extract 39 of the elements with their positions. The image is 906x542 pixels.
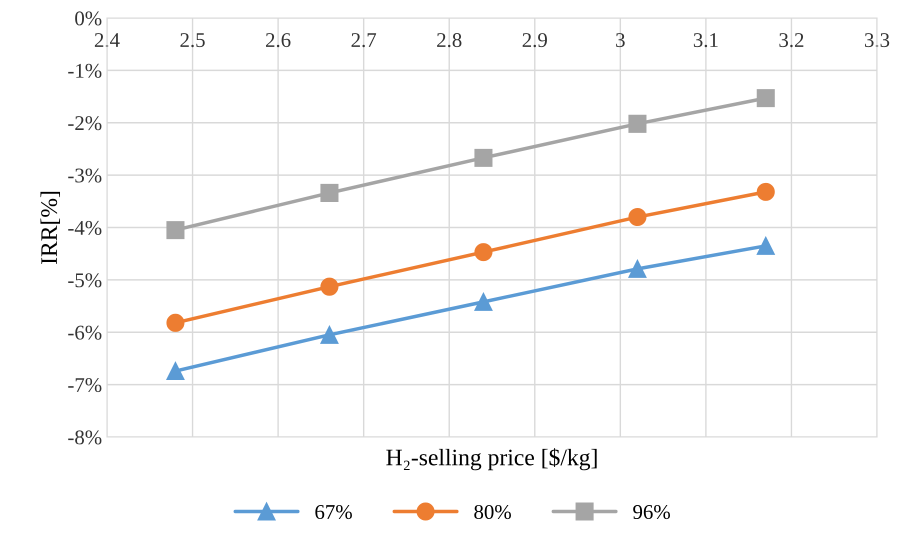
point: [474, 243, 492, 262]
y-tick-label: -1%: [68, 64, 102, 78]
x-tick-label: 2.4: [94, 33, 120, 48]
y-tick-label: 0%: [75, 11, 102, 26]
x-tick-label: 2.5: [180, 33, 205, 48]
point: [628, 114, 646, 133]
x-axis-title: H₂-selling price [$/kg]: [386, 448, 597, 470]
point: [756, 182, 775, 201]
legend-label: 96%: [633, 504, 670, 520]
y-tick-label: -5%: [68, 273, 102, 288]
point: [628, 260, 646, 278]
y-tick-label: -2%: [68, 116, 102, 130]
point: [320, 326, 338, 344]
point: [756, 236, 775, 255]
point: [320, 184, 338, 202]
point: [166, 221, 184, 240]
point: [320, 278, 338, 296]
x-tick-label: 2.7: [352, 33, 376, 48]
point: [474, 292, 492, 311]
y-tick-label: -7%: [68, 378, 102, 392]
x-tick-label: 3: [616, 33, 625, 48]
x-tick-label: 2.9: [522, 33, 547, 48]
point: [166, 314, 184, 332]
x-tick-label: 3.1: [694, 33, 718, 48]
x-tick-label: 3.2: [779, 33, 804, 48]
point: [474, 148, 492, 167]
y-tick-label: -6%: [68, 326, 102, 340]
y-tick-label: -8%: [68, 430, 102, 444]
legend-label: 80%: [474, 504, 511, 520]
x-tick-label: 2.8: [437, 33, 462, 48]
y-axis-title: IRR[%]: [40, 192, 60, 264]
point: [756, 89, 775, 108]
point: [628, 208, 646, 226]
x-tick-label: 3.3: [864, 33, 890, 48]
point: [166, 362, 184, 380]
y-tick-label: -4%: [68, 220, 102, 235]
y-tick-label: -3%: [68, 168, 102, 183]
legend-label: 67%: [315, 504, 352, 520]
x-tick-label: 2.6: [266, 33, 291, 48]
